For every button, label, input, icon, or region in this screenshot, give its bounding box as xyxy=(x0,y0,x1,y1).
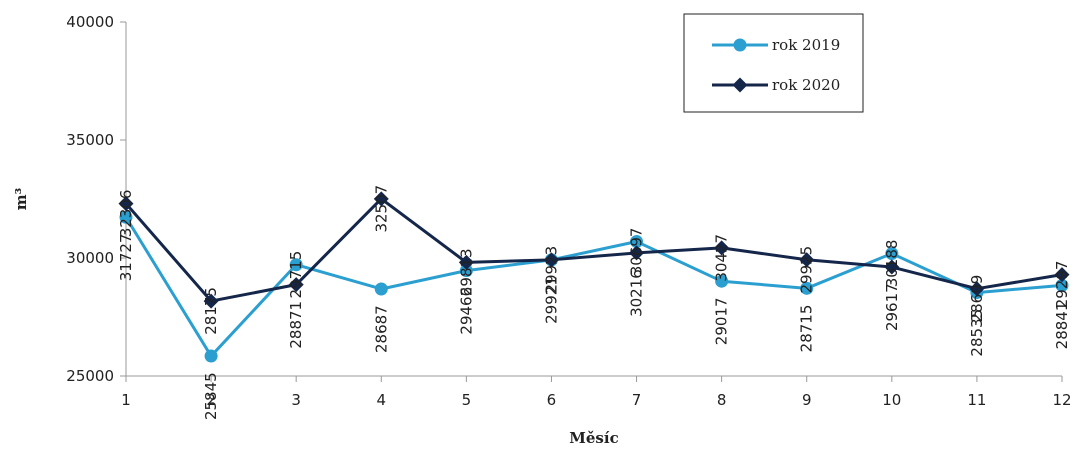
x-tick-label: 6 xyxy=(547,391,557,409)
data-label-s1-9: 28715 xyxy=(798,305,816,353)
x-tick-label: 11 xyxy=(967,391,986,409)
x-ticks: 1 2 3 4 5 6 7 8 9 10 11 12 xyxy=(121,376,1072,409)
data-point-s2-4 xyxy=(373,191,389,207)
x-tick-label: 7 xyxy=(632,391,642,409)
data-point-s1-7 xyxy=(630,235,644,249)
x-tick-label: 5 xyxy=(462,391,472,409)
legend-label-2: rok 2020 xyxy=(772,76,840,94)
x-tick-label: 2 xyxy=(206,391,216,409)
axes xyxy=(125,22,1062,377)
data-point-s2-11 xyxy=(969,281,985,297)
data-point-s1-2 xyxy=(204,349,218,363)
data-point-s2-10 xyxy=(884,259,900,275)
data-point-s1-1 xyxy=(119,210,133,224)
data-point-s2-1 xyxy=(118,196,134,212)
data-label-s2-5: 29813 xyxy=(457,248,475,296)
data-label-s1-8: 29017 xyxy=(713,297,731,345)
data-label-s2-10: 29617 xyxy=(883,283,901,331)
x-tick-label: 10 xyxy=(882,391,901,409)
data-label-s2-4: 32507 xyxy=(372,185,390,233)
data-point-s2-6 xyxy=(543,252,559,268)
x-tick-label: 4 xyxy=(376,391,386,409)
data-point-s1-3 xyxy=(289,258,303,272)
x-tick-label: 9 xyxy=(802,391,812,409)
y-tick-label: 40000 xyxy=(66,13,114,31)
data-label-s2-2: 28175 xyxy=(202,287,220,335)
data-label-s2-12: 29297 xyxy=(1053,261,1071,309)
data-point-s2-9 xyxy=(799,252,815,268)
data-point-s1-12 xyxy=(1055,278,1069,292)
legend-label-1: rok 2019 xyxy=(772,36,840,54)
data-label-s1-3: 29715 xyxy=(287,251,305,299)
data-label-s1-10: 30188 xyxy=(883,240,901,288)
y-tick-label: 35000 xyxy=(66,131,114,149)
y-axis-title: m³ xyxy=(12,188,30,210)
y-tick-label: 25000 xyxy=(66,367,114,385)
data-point-s1-10 xyxy=(885,247,899,261)
data-label-s1-1: 31727 xyxy=(117,234,135,282)
data-point-s1-5 xyxy=(459,264,473,278)
data-point-s2-5 xyxy=(458,254,474,270)
x-tick-label: 12 xyxy=(1052,391,1071,409)
data-point-s2-8 xyxy=(714,240,730,256)
data-label-s1-11: 28535 xyxy=(968,309,986,357)
legend-box xyxy=(683,13,864,113)
data-label-s1-6: 29921 xyxy=(542,276,560,324)
data-label-s1-5: 29466 xyxy=(457,287,475,335)
data-label-s2-1: 32306 xyxy=(117,190,135,238)
data-label-s2-7: 30216 xyxy=(628,269,646,317)
x-axis-title: Měsíc xyxy=(569,429,618,447)
data-label-s2-11: 28699 xyxy=(968,275,986,323)
data-point-s2-3 xyxy=(288,277,304,293)
x-tick-label: 3 xyxy=(291,391,301,409)
data-point-s2-7 xyxy=(629,245,645,261)
data-labels: 3230631727281752584529715288713250728687… xyxy=(117,185,1071,420)
series-group xyxy=(118,191,1070,363)
data-point-s1-8 xyxy=(715,274,729,288)
series-line-2 xyxy=(124,197,1063,303)
data-point-s1-9 xyxy=(800,281,814,295)
data-point-s1-4 xyxy=(374,282,388,296)
x-tick-label: 8 xyxy=(717,391,727,409)
data-point-s2-2 xyxy=(203,293,219,309)
x-tick-label: 1 xyxy=(121,391,131,409)
series-line-1 xyxy=(124,216,1063,358)
data-label-s1-2: 25845 xyxy=(202,372,220,420)
data-label-s1-7: 30697 xyxy=(628,228,646,276)
data-label-s2-6: 29923 xyxy=(542,246,560,294)
data-point-s2-12 xyxy=(1054,267,1070,283)
y-tick-label: 30000 xyxy=(66,249,114,267)
legend-marker-2 xyxy=(732,77,748,93)
legend-marker-1 xyxy=(733,38,747,52)
data-label-s2-8: 30427 xyxy=(713,234,731,282)
y-ticks: 25000 30000 35000 40000 xyxy=(66,13,126,385)
data-label-s1-4: 28687 xyxy=(372,305,390,353)
data-label-s1-12: 28841 xyxy=(1053,302,1071,350)
data-label-s2-9: 29925 xyxy=(798,246,816,294)
data-label-s2-3: 28871 xyxy=(287,301,305,349)
legend: rok 2019 rok 2020 xyxy=(683,13,864,113)
